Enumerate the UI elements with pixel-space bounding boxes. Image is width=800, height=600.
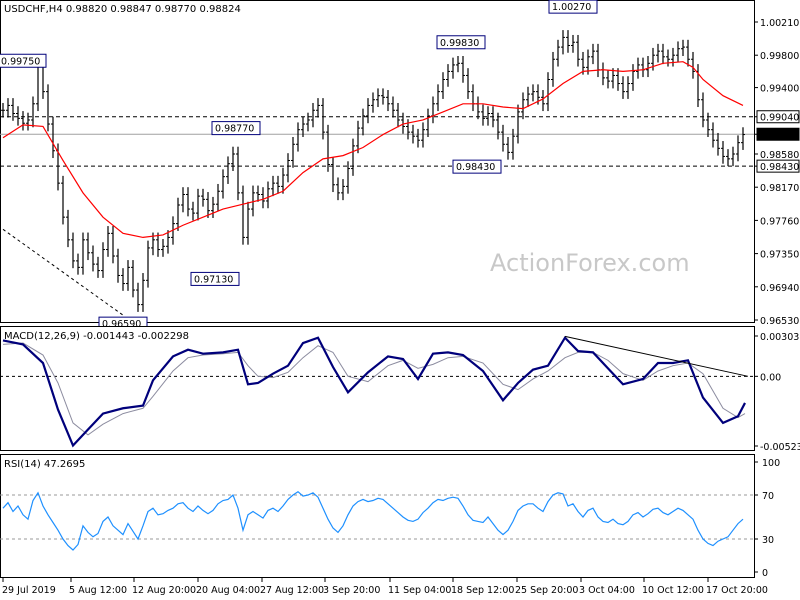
price-annotation-label: 0.99750 xyxy=(1,56,40,67)
macd-divergence-line xyxy=(564,335,749,377)
price-annotation-box xyxy=(452,159,502,174)
rsi-panel-frame xyxy=(0,454,755,578)
price-axis-tag-label: 0.98824 xyxy=(760,130,799,141)
price-annotation-box xyxy=(0,53,47,68)
price-annotation-label: 0.99830 xyxy=(440,38,479,49)
rsi-line xyxy=(2,490,744,551)
watermark: ActionForex.com xyxy=(490,249,690,277)
price-y-tick-label: 0.96940 xyxy=(760,283,799,294)
price-annotation-box xyxy=(190,271,240,286)
macd-line xyxy=(2,335,746,448)
macd-panel-frame xyxy=(0,326,755,451)
price-y-tick-label: 0.98580 xyxy=(760,150,799,161)
price-panel: USDCHF,H4 0.98820 0.98847 0.98770 0.9882… xyxy=(0,0,800,331)
macd-polyline xyxy=(2,335,746,448)
x-tick-label: 17 Oct 20:00 xyxy=(706,585,768,596)
x-tick-label: 29 Jul 2019 xyxy=(2,585,56,596)
moving-average xyxy=(2,61,744,239)
price-annotation-box xyxy=(436,35,486,50)
price-y-tick-label: 1.00210 xyxy=(760,18,799,29)
x-tick-label: 5 Aug 12:00 xyxy=(69,585,127,596)
price-panel-frame xyxy=(0,0,755,323)
price-panel-title: USDCHF,H4 0.98820 0.98847 0.98770 0.9882… xyxy=(4,4,241,15)
macd-y-tick-label: 0.00 xyxy=(760,372,781,383)
macd-y-tick-label: -0.005236 xyxy=(760,442,800,453)
price-axis-tag-label: 0.99040 xyxy=(760,113,799,124)
price-axis-tag xyxy=(756,159,800,173)
macd-y-tick-label: 0.00303 xyxy=(760,332,799,343)
price-annotation-label: 0.98770 xyxy=(215,124,254,135)
macd-panel-title: MACD(12,26,9) -0.001443 -0.002298 xyxy=(4,331,189,342)
price-y-tick-label: 0.99800 xyxy=(760,51,799,62)
macd-signal-polyline xyxy=(2,342,746,436)
x-tick-label: 10 Oct 12:00 xyxy=(642,585,704,596)
rsi-polyline xyxy=(2,490,744,551)
rsi-y-tick-label: 70 xyxy=(762,491,774,502)
x-tick-label: 11 Sep 04:00 xyxy=(388,585,451,596)
rsi-panel-title: RSI(14) 47.2695 xyxy=(4,459,85,470)
price-y-tick-label: 0.97350 xyxy=(760,250,799,261)
moving-average-line xyxy=(2,61,744,239)
x-tick-label: 3 Oct 04:00 xyxy=(579,585,635,596)
x-tick-label: 25 Sep 20:00 xyxy=(515,585,578,596)
rsi-y-axis: 100 70 30 0 xyxy=(754,458,780,579)
rsi-y-tick-label: 0 xyxy=(762,568,768,579)
price-annotation-label: 0.96590 xyxy=(102,319,141,330)
rsi-y-tick-label: 100 xyxy=(762,458,780,469)
price-y-tick-label: 0.99400 xyxy=(760,84,799,95)
time-axis: 29 Jul 2019 5 Aug 12:00 12 Aug 20:00 20 Aug… xyxy=(2,578,768,596)
price-axis-tag-label: 0.98430 xyxy=(760,162,799,173)
price-trendline xyxy=(2,228,124,316)
price-level-lines xyxy=(0,116,754,167)
price-axis-tag xyxy=(756,127,800,141)
macd-signal-line xyxy=(2,342,746,436)
price-annotation-box xyxy=(211,121,261,136)
price-y-tick-label: 0.97760 xyxy=(760,216,799,227)
price-annotation-label: 0.98430 xyxy=(456,162,495,173)
price-y-axis: 1.00210 0.99800 0.99400 0.99040 0.98824 0.985… xyxy=(754,18,800,327)
x-tick-label: 12 Aug 20:00 xyxy=(132,585,196,596)
price-annotation-label: 1.00270 xyxy=(552,2,591,13)
macd-trendline xyxy=(564,335,749,377)
price-y-tick-label: 0.96530 xyxy=(760,316,799,327)
x-tick-label: 3 Sep 20:00 xyxy=(323,585,380,596)
rsi-y-tick-label: 30 xyxy=(762,535,774,546)
price-y-tick-label: 0.98170 xyxy=(760,183,799,194)
price-axis-tag xyxy=(756,110,800,124)
x-tick-label: 20 Aug 04:00 xyxy=(196,585,260,596)
price-annotation-label: 0.97130 xyxy=(194,274,233,285)
macd-y-axis: 0.00303 0.00 -0.005236 xyxy=(754,332,800,453)
support-trendline xyxy=(2,228,124,316)
x-tick-label: 27 Aug 12:00 xyxy=(260,585,324,596)
x-tick-label: 18 Sep 12:00 xyxy=(451,585,514,596)
price-bars xyxy=(1,30,745,312)
price-annotation-box xyxy=(548,0,598,14)
macd-panel: MACD(12,26,9) -0.001443 -0.002298 0.0030… xyxy=(0,326,800,453)
rsi-panel: RSI(14) 47.2695 100 70 30 0 xyxy=(0,454,780,579)
